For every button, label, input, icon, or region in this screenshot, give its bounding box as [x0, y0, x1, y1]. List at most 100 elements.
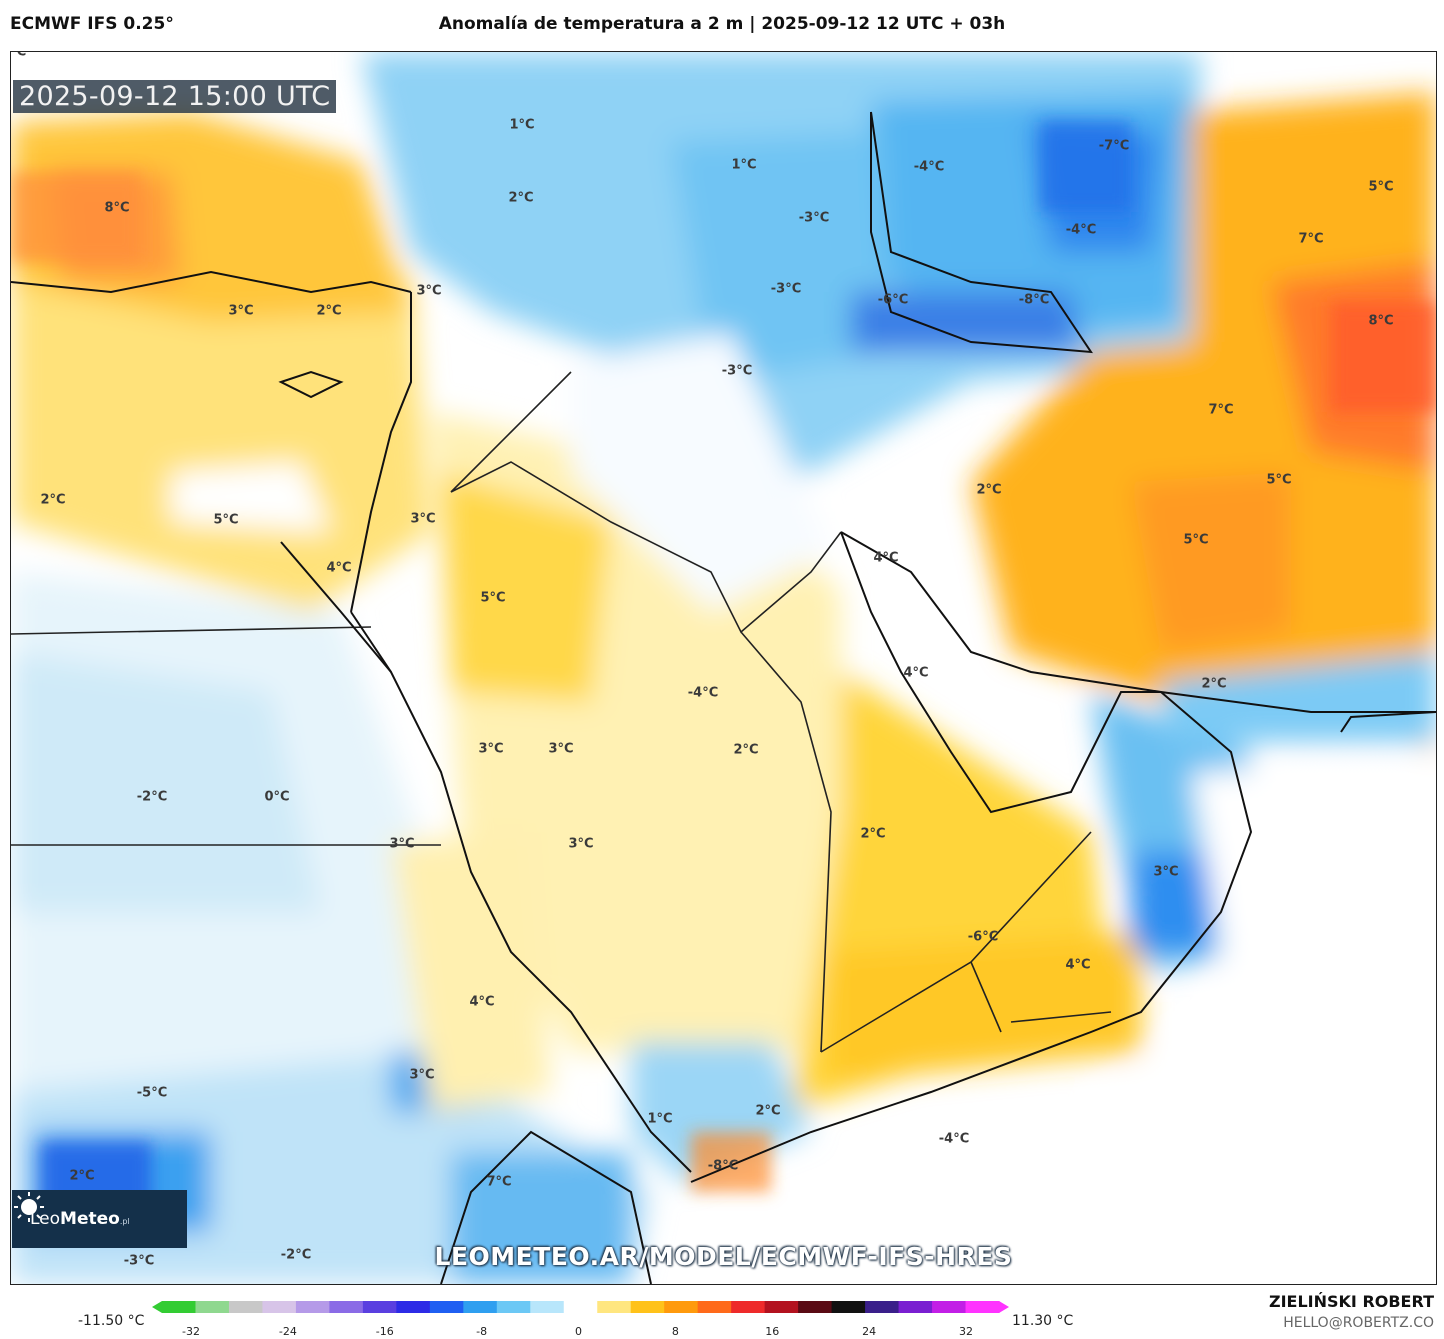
colorbar-tick-label: 0: [575, 1325, 582, 1338]
colorbar-cell: [496, 1301, 531, 1313]
anomaly-label: 0°C: [264, 789, 290, 805]
anomaly-label: -4°C: [938, 1131, 970, 1147]
anomaly-label: 5°C: [1183, 532, 1209, 548]
anomaly-label: 2°C: [1201, 676, 1227, 692]
map-panel[interactable]: 2025-09-12 15:00 UTC 1°C 1°C 2°C 8°C 3°C 2°C 3…: [10, 51, 1437, 1285]
colorbar-tick-label: 16: [765, 1325, 780, 1338]
anomaly-label: -5°C: [136, 1085, 168, 1101]
anomaly-label: -4°C: [687, 685, 719, 701]
colorbar-cell: [731, 1301, 766, 1313]
anomaly-label: 5°C: [1368, 179, 1394, 195]
anomaly-label: -6°C: [877, 292, 909, 308]
anomaly-label: 8°C: [104, 200, 130, 216]
colorbar-cell: [262, 1301, 297, 1313]
coastlines: [11, 111, 1436, 1284]
colorbar-cell: [664, 1301, 699, 1313]
colorbar-cell: [228, 1301, 263, 1313]
anomaly-label: -3°C: [721, 363, 753, 379]
colorbar-tick-label: -32: [182, 1325, 200, 1338]
anomaly-label: 2°C: [860, 826, 886, 842]
anomaly-label: 2°C: [976, 482, 1002, 498]
anomaly-label: -4°C: [10, 51, 27, 60]
colorbar-cell: [530, 1301, 565, 1313]
anomaly-label: 7°C: [486, 1174, 512, 1190]
colorbar-cell: [396, 1301, 431, 1313]
model-name: ECMWF IFS 0.25°: [10, 14, 174, 34]
anomaly-label: 7°C: [1298, 231, 1324, 247]
colorbar-cell: [597, 1301, 632, 1313]
colorbar-cell: [429, 1301, 464, 1313]
map-title: Anomalía de temperatura a 2 m | 2025-09-…: [438, 14, 1006, 34]
sun-icon: [14, 1192, 44, 1222]
anomaly-label: -3°C: [770, 281, 802, 297]
author-name: ZIELIŃSKI ROBERT: [1268, 1292, 1434, 1311]
anomaly-label: 3°C: [228, 303, 254, 319]
anomaly-label: -4°C: [1065, 222, 1097, 238]
temperature-anomaly-field: [11, 52, 1436, 1284]
colorbar-cell: [195, 1301, 230, 1313]
anomaly-label: 4°C: [873, 550, 899, 566]
colorbar-cell: [831, 1301, 866, 1313]
colorbar-tick-label: -16: [375, 1325, 394, 1338]
author-email[interactable]: HELLO@ROBERTZ.CO: [1283, 1315, 1434, 1331]
anomaly-label: 2°C: [733, 742, 759, 758]
colorbar-tick-label: -24: [278, 1325, 297, 1338]
colorbar-cell: [798, 1301, 833, 1313]
anomaly-label: 8°C: [1368, 313, 1394, 329]
anomaly-label: 3°C: [568, 836, 594, 852]
colorbar-cell: [563, 1301, 598, 1313]
anomaly-label: 2°C: [69, 1168, 95, 1184]
colorbar-cell: [162, 1301, 196, 1313]
colorbar-min-label: -11.50 °C: [78, 1313, 145, 1329]
colorbar: [152, 1301, 1009, 1313]
anomaly-label: 2°C: [40, 492, 66, 508]
anomaly-label: 3°C: [1153, 864, 1179, 880]
anomaly-label: 5°C: [480, 590, 506, 606]
colorbar-cell: [932, 1301, 967, 1313]
anomaly-label: 4°C: [326, 560, 352, 576]
colorbar-max-label: 11.30 °C: [1012, 1313, 1074, 1329]
colorbar-cell: [965, 1301, 1000, 1313]
colorbar-tick-label: 32: [959, 1325, 973, 1338]
anomaly-label: 5°C: [1266, 472, 1292, 488]
anomaly-label: -6°C: [967, 929, 999, 945]
anomaly-label: -8°C: [707, 1158, 739, 1174]
anomaly-label: 4°C: [1065, 957, 1091, 973]
anomaly-label: -8°C: [1018, 292, 1050, 308]
anomaly-label: -3°C: [798, 210, 830, 226]
colorbar-min-arrow: [152, 1301, 162, 1313]
colorbar-cell: [865, 1301, 900, 1313]
valid-time-badge: 2025-09-12 15:00 UTC: [13, 80, 337, 113]
anomaly-label: 4°C: [903, 665, 929, 681]
anomaly-label: 3°C: [389, 836, 415, 852]
colorbar-cell: [463, 1301, 498, 1313]
anomaly-label: 3°C: [416, 283, 442, 299]
anomaly-label: 7°C: [1208, 402, 1234, 418]
colorbar-cell: [362, 1301, 397, 1313]
anomaly-label: 3°C: [478, 741, 504, 757]
country-borders: [11, 371, 1112, 1053]
colorbar-tick-label: 24: [862, 1325, 877, 1338]
colorbar-cell: [697, 1301, 732, 1313]
colorbar-tick-label: -8: [476, 1325, 488, 1338]
anomaly-label: 1°C: [647, 1111, 673, 1127]
anomaly-label: -3°C: [123, 1253, 155, 1269]
anomaly-label: -4°C: [913, 159, 945, 175]
leometeo-logo[interactable]: LeoMeteo.pl: [12, 1190, 187, 1248]
colorbar-cell: [764, 1301, 799, 1313]
anomaly-label: 4°C: [469, 994, 495, 1010]
anomaly-label: 3°C: [410, 511, 436, 527]
anomaly-label: 5°C: [213, 512, 239, 528]
colorbar-cell: [898, 1301, 933, 1313]
logo-text: Leo: [30, 1209, 61, 1229]
anomaly-label: 1°C: [509, 117, 535, 133]
anomaly-label: 3°C: [409, 1067, 435, 1083]
colorbar-cell: [295, 1301, 330, 1313]
anomaly-label: 1°C: [731, 157, 757, 173]
source-watermark: LEOMETEO.AR/MODEL/ECMWF-IFS-HRES: [434, 1242, 1013, 1271]
colorbar-cell: [630, 1301, 665, 1313]
colorbar-tick-label: 8: [671, 1325, 679, 1338]
colorbar-max-arrow: [999, 1301, 1009, 1313]
anomaly-label: -2°C: [280, 1247, 312, 1263]
logo-text-bold: Meteo: [60, 1209, 120, 1229]
